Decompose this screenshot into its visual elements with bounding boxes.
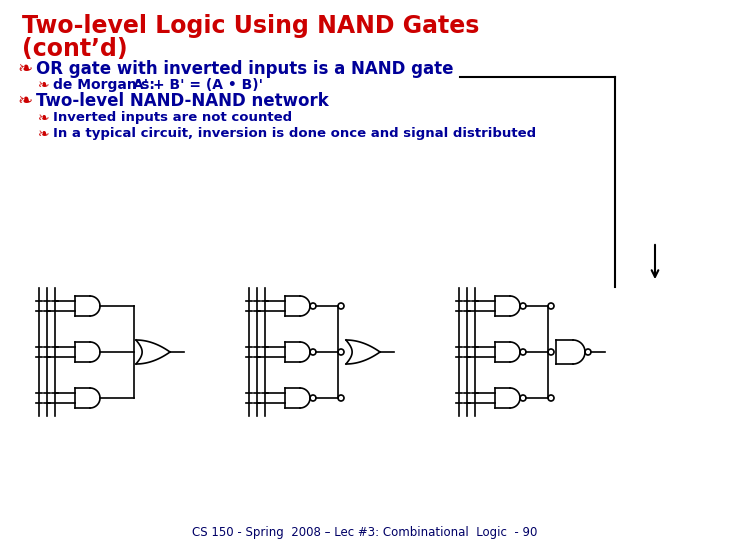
Text: ❧: ❧ bbox=[38, 127, 50, 141]
Text: (cont’d): (cont’d) bbox=[22, 37, 128, 61]
Text: ❧: ❧ bbox=[18, 60, 33, 78]
Text: de Morgan's:: de Morgan's: bbox=[53, 78, 155, 92]
Text: ❧: ❧ bbox=[38, 111, 50, 125]
Text: CS 150 - Spring  2008 – Lec #3: Combinational  Logic  - 90: CS 150 - Spring 2008 – Lec #3: Combinati… bbox=[192, 526, 538, 539]
Text: Two-level Logic Using NAND Gates: Two-level Logic Using NAND Gates bbox=[22, 14, 480, 38]
Text: ❧: ❧ bbox=[38, 78, 50, 92]
Text: In a typical circuit, inversion is done once and signal distributed: In a typical circuit, inversion is done … bbox=[53, 127, 536, 140]
Text: OR gate with inverted inputs is a NAND gate: OR gate with inverted inputs is a NAND g… bbox=[36, 60, 453, 78]
Text: Inverted inputs are not counted: Inverted inputs are not counted bbox=[53, 111, 292, 124]
Text: ❧: ❧ bbox=[18, 92, 33, 110]
Text: Two-level NAND-NAND network: Two-level NAND-NAND network bbox=[36, 92, 328, 110]
Text: A' + B' = (A • B)': A' + B' = (A • B)' bbox=[133, 78, 263, 92]
